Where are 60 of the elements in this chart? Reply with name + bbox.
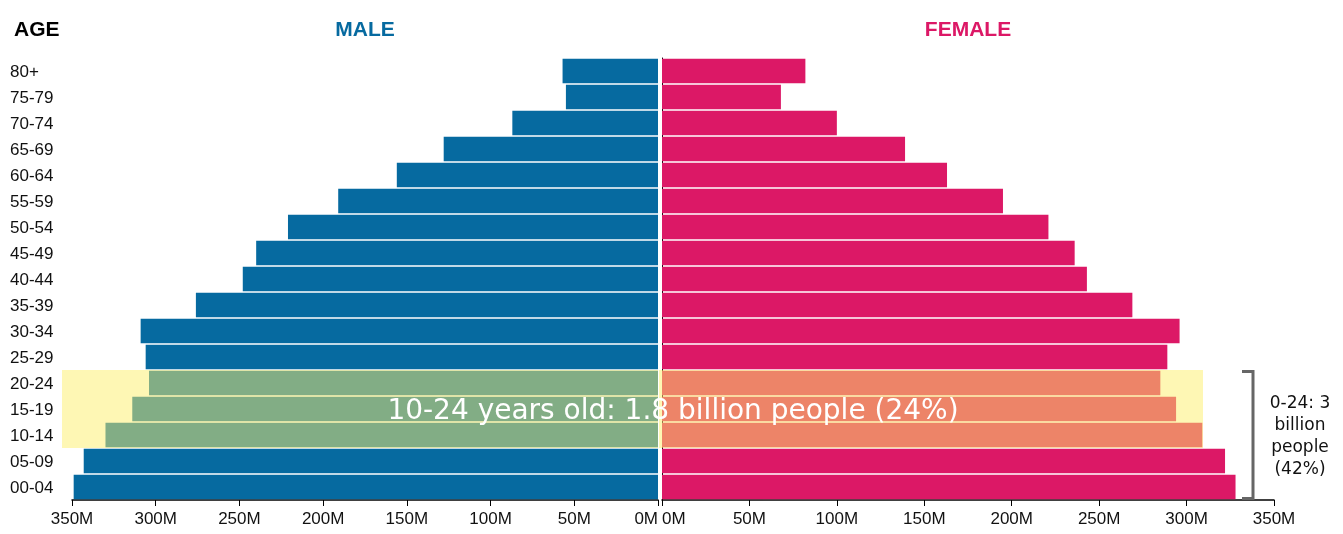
bar (512, 110, 658, 136)
bar (662, 188, 1003, 214)
bar (662, 292, 1133, 318)
bar (662, 266, 1087, 292)
y-tick-label: 15-19 (10, 399, 54, 419)
x-tick-label: 250M (1077, 509, 1121, 528)
bar (662, 136, 906, 162)
bar (662, 58, 806, 84)
y-tick-label: 80+ (10, 61, 39, 81)
y-tick-label: 20-24 (10, 373, 54, 393)
y-tick-label: 65-69 (10, 139, 54, 159)
x-tick-label: 200M (301, 509, 345, 528)
x-tick-label: 350M (1252, 509, 1296, 528)
bar (662, 240, 1075, 266)
y-tick-label: 55-59 (10, 191, 54, 211)
y-tick-label: 70-74 (10, 113, 54, 133)
x-tick-label: 350M (50, 509, 94, 528)
bar (662, 162, 948, 188)
y-tick-label: 00-04 (10, 477, 54, 497)
x-tick-label: 200M (990, 509, 1033, 528)
bar (562, 58, 658, 84)
y-tick-label: 10-14 (10, 425, 54, 445)
y-tick-label: 50-54 (10, 217, 54, 237)
x-tick-label: 100M (469, 509, 512, 528)
text: MALE (335, 17, 395, 40)
bar (396, 162, 658, 188)
text: FEMALE (924, 17, 1012, 40)
x-tick-label: 0M (634, 509, 658, 528)
y-tick-label: 25-29 (10, 347, 54, 367)
y-tick-label: 40-44 (10, 269, 54, 289)
x-tick-label: 150M (385, 509, 429, 528)
y-tick-label: 05-09 (10, 451, 54, 471)
x-tick-label: 250M (218, 509, 261, 528)
y-tick-label: 35-39 (10, 295, 54, 315)
y-tick-label: 75-79 (10, 87, 54, 107)
x-tick-label: 0M (662, 509, 686, 528)
y-tick-label: 60-64 (10, 165, 54, 185)
bar (662, 474, 1236, 500)
x-tick-label: 300M (134, 509, 177, 528)
bar (242, 266, 658, 292)
x-tick-label: 300M (1165, 509, 1208, 528)
bar (443, 136, 658, 162)
bar (662, 84, 781, 110)
annotation: 0-24: 3 billion people (42%) (1268, 391, 1332, 479)
bar (662, 318, 1180, 344)
x-tick-label: 50M (557, 509, 591, 528)
y-tick-label: 30-34 (10, 321, 54, 341)
bar (195, 292, 658, 318)
x-tick-label: 150M (903, 509, 946, 528)
bar (662, 110, 837, 136)
x-tick-label: 50M (732, 509, 766, 528)
bar (338, 188, 658, 214)
x-tick-label: 100M (815, 509, 859, 528)
bar (565, 84, 658, 110)
y-tick-label: 45-49 (10, 243, 54, 263)
bar (140, 318, 658, 344)
bar (287, 214, 658, 240)
bar (256, 240, 658, 266)
y-axis-title: AGE (14, 17, 60, 40)
bar (662, 214, 1049, 240)
